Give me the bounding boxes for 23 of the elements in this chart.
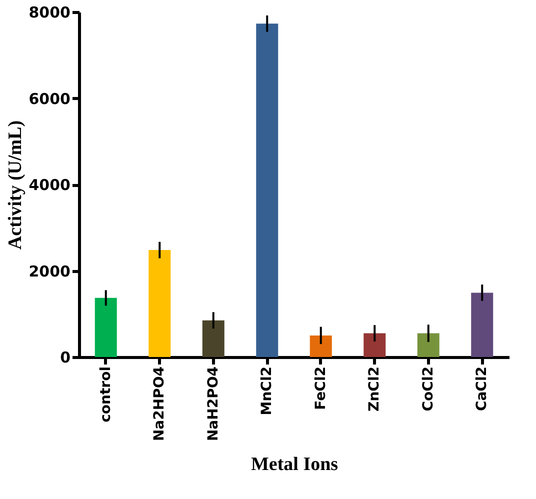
bar [364,333,386,357]
x-tick-label: control [98,366,114,422]
bar [202,320,224,357]
y-tick-label: 0 [60,348,70,366]
y-tick-label: 6000 [28,90,70,108]
x-axis-title: Metal Ions [250,454,338,476]
x-tick-label: CoCl2 [420,366,436,412]
x-tick-label: MnCl2 [259,366,276,416]
y-axis-title: Activity (U/mL) [4,120,26,250]
x-tick-label: Na2HPO4 [152,366,168,442]
y-tick-label: 8000 [28,4,70,22]
x-tick-label: ZnCl2 [366,366,383,412]
bar [310,335,332,357]
bar [94,298,117,357]
bar [256,24,278,357]
bar [471,292,494,357]
bar [417,333,440,357]
y-tick-label: 2000 [28,262,70,280]
y-tick-label: 4000 [28,176,70,194]
x-tick-label: FeCl2 [312,366,329,410]
x-tick-label: CaCl2 [474,366,490,412]
x-tick-label: NaH2PO4 [205,366,222,442]
bar [148,250,171,357]
